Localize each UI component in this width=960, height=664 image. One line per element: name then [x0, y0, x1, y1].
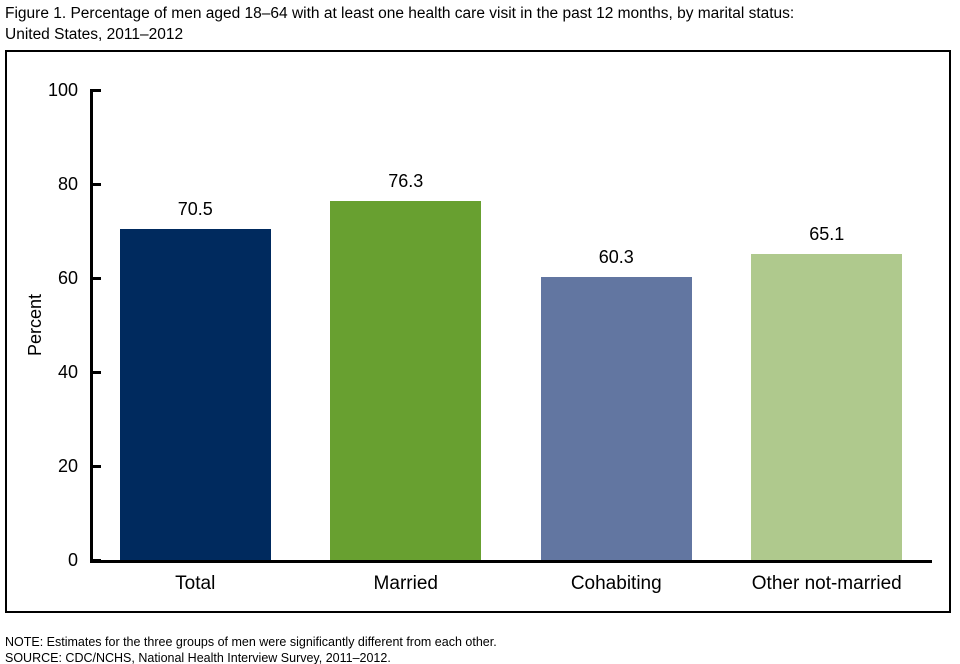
- figure-title: Figure 1. Percentage of men aged 18–64 w…: [5, 3, 953, 45]
- bar-chart: 0 20 40 60 80 100 Percent 70.5 Total 76.3 Married 6…: [7, 52, 949, 611]
- x-axis-category-label: Married: [373, 573, 438, 594]
- y-axis-tick-label: 60: [57, 268, 78, 288]
- source-text: SOURCE: CDC/NCHS, National Health Interv…: [5, 651, 391, 664]
- y-axis-title: Percent: [25, 293, 45, 357]
- bar-value-label: 65.1: [809, 224, 845, 245]
- figure-title-line1: Figure 1. Percentage of men aged 18–64 w…: [5, 5, 795, 22]
- bar-value-label: 70.5: [177, 198, 213, 219]
- y-axis-tick-label: 80: [57, 174, 78, 194]
- y-axis-tick: [90, 182, 101, 186]
- y-axis-tick-label: 100: [47, 80, 78, 100]
- bar-total: [119, 228, 271, 560]
- note-text: NOTE: Estimates for the three groups of …: [5, 635, 497, 649]
- bar-value-label: 76.3: [388, 171, 424, 192]
- y-axis-tick: [90, 88, 101, 92]
- y-axis-tick: [90, 558, 101, 562]
- x-axis-line: [90, 560, 932, 563]
- y-axis-tick: [90, 276, 101, 280]
- y-axis-tick-label: 40: [57, 362, 78, 382]
- figure-title-line2: United States, 2011–2012: [5, 26, 184, 43]
- x-axis-category-label: Other not-married: [751, 573, 902, 594]
- x-axis-category-label: Total: [175, 573, 216, 594]
- bar-cohabiting: [540, 276, 692, 560]
- chart-frame: 0 20 40 60 80 100 Percent 70.5 Total 76.3 Married 6…: [5, 50, 951, 613]
- y-axis-tick-label: 20: [57, 456, 78, 476]
- y-axis-tick: [90, 370, 101, 374]
- y-axis-tick-label: 0: [67, 550, 78, 570]
- y-axis-line: [90, 88, 93, 563]
- x-axis-category-label: Cohabiting: [570, 573, 662, 594]
- y-axis-tick: [90, 464, 101, 468]
- bar-other-not-married: [751, 254, 903, 560]
- bar-married: [330, 201, 482, 560]
- bar-value-label: 60.3: [598, 246, 634, 267]
